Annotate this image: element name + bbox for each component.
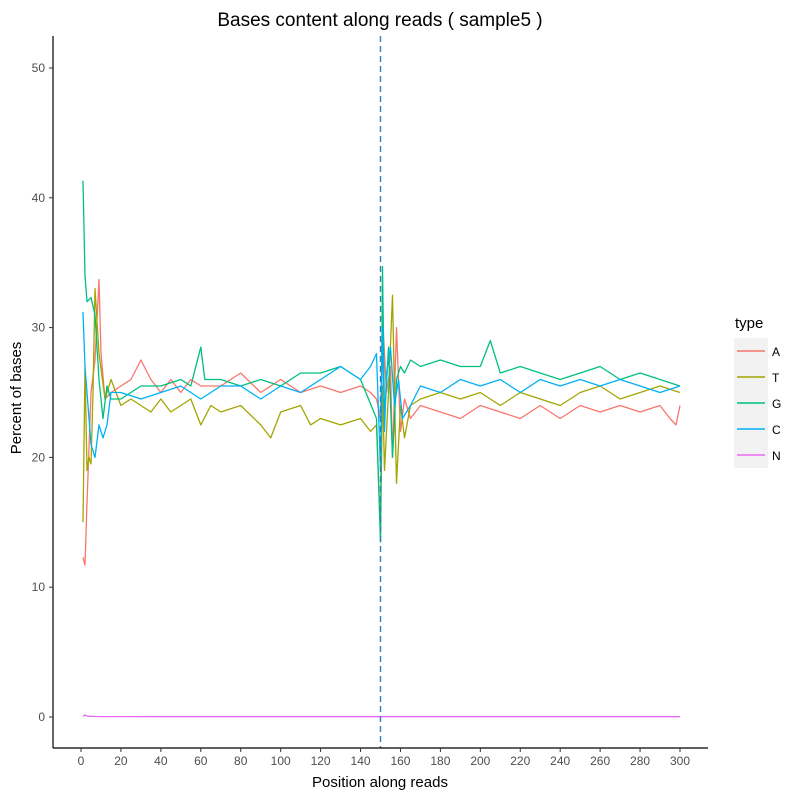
series-line-c bbox=[82, 311, 681, 472]
y-tick-label: 40 bbox=[32, 191, 46, 205]
x-tick-label: 0 bbox=[78, 754, 85, 768]
legend-label: A bbox=[772, 345, 780, 359]
x-tick-label: 120 bbox=[311, 754, 331, 768]
legend-title: type bbox=[735, 315, 763, 332]
legend-item-t: T bbox=[734, 364, 780, 390]
plot-lines bbox=[82, 180, 681, 718]
legend-item-n: N bbox=[734, 442, 781, 468]
series-line-n bbox=[82, 714, 680, 718]
x-tick-label: 160 bbox=[390, 754, 410, 768]
y-axis-title: Percent of bases bbox=[8, 342, 25, 455]
series-line-t bbox=[82, 288, 681, 536]
legend-label: C bbox=[772, 423, 781, 437]
x-axis-ticks: 0 20 40 60 80 100 120 140 160 180 200 220 240 260 280 3… bbox=[78, 748, 690, 768]
legend-label: G bbox=[772, 397, 781, 411]
legend-item-c: C bbox=[734, 416, 781, 442]
x-tick-label: 140 bbox=[351, 754, 371, 768]
x-tick-label: 200 bbox=[470, 754, 490, 768]
x-tick-label: 20 bbox=[114, 754, 128, 768]
series-line-g bbox=[82, 180, 681, 543]
y-tick-label: 0 bbox=[38, 710, 45, 724]
x-tick-label: 280 bbox=[630, 754, 650, 768]
series-line-a bbox=[82, 278, 681, 566]
x-tick-label: 220 bbox=[510, 754, 530, 768]
x-tick-label: 240 bbox=[550, 754, 570, 768]
y-axis-ticks: 0 10 20 30 40 50 bbox=[32, 61, 53, 724]
chart-title: Bases content along reads ( sample5 ) bbox=[217, 10, 542, 31]
legend-label: T bbox=[772, 371, 780, 385]
x-tick-label: 40 bbox=[154, 754, 168, 768]
legend-item-a: A bbox=[734, 338, 780, 364]
x-tick-label: 80 bbox=[234, 754, 248, 768]
x-tick-label: 260 bbox=[590, 754, 610, 768]
x-tick-label: 100 bbox=[271, 754, 291, 768]
x-axis-title: Position along reads bbox=[312, 774, 448, 791]
legend-item-g: G bbox=[734, 390, 781, 416]
x-tick-label: 60 bbox=[194, 754, 208, 768]
y-tick-label: 10 bbox=[32, 580, 46, 594]
y-tick-label: 30 bbox=[32, 321, 46, 335]
x-tick-label: 180 bbox=[430, 754, 450, 768]
x-tick-label: 300 bbox=[670, 754, 690, 768]
legend-label: N bbox=[772, 449, 781, 463]
y-tick-label: 50 bbox=[32, 61, 46, 75]
y-tick-label: 20 bbox=[32, 450, 46, 464]
